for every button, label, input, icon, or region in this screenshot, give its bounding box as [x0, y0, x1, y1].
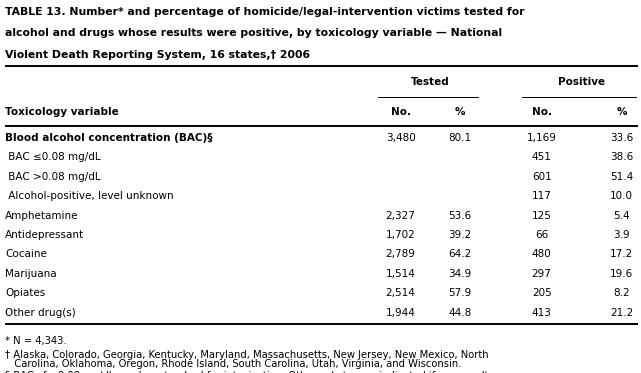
Text: 66: 66 — [535, 230, 548, 240]
Text: Cocaine: Cocaine — [5, 250, 47, 259]
Text: BAC ≤0.08 mg/dL: BAC ≤0.08 mg/dL — [5, 153, 101, 162]
Text: 413: 413 — [531, 308, 552, 317]
Text: † Alaska, Colorado, Georgia, Kentucky, Maryland, Massachusetts, New Jersey, New : † Alaska, Colorado, Georgia, Kentucky, M… — [5, 350, 488, 360]
Text: Positive: Positive — [558, 78, 605, 87]
Text: 480: 480 — [532, 250, 551, 259]
Text: Marijuana: Marijuana — [5, 269, 57, 279]
Text: 117: 117 — [531, 191, 552, 201]
Text: 1,169: 1,169 — [527, 133, 556, 143]
Text: Carolina, Oklahoma, Oregon, Rhode Island, South Carolina, Utah, Virginia, and Wi: Carolina, Oklahoma, Oregon, Rhode Island… — [5, 359, 462, 369]
Text: § BAC of >0.08 mg/dL used as standard for intoxication. Other substances indicat: § BAC of >0.08 mg/dL used as standard fo… — [5, 371, 494, 373]
Text: 19.6: 19.6 — [610, 269, 633, 279]
Text: 17.2: 17.2 — [610, 250, 633, 259]
Text: BAC >0.08 mg/dL: BAC >0.08 mg/dL — [5, 172, 101, 182]
Text: 34.9: 34.9 — [448, 269, 471, 279]
Text: TABLE 13. Number* and percentage of homicide/legal-intervention victims tested f: TABLE 13. Number* and percentage of homi… — [5, 7, 525, 17]
Text: %: % — [617, 107, 627, 117]
Text: Opiates: Opiates — [5, 288, 46, 298]
Text: 3.9: 3.9 — [613, 230, 630, 240]
Text: 10.0: 10.0 — [610, 191, 633, 201]
Text: 125: 125 — [531, 211, 552, 220]
Text: Tested: Tested — [411, 78, 449, 87]
Text: Amphetamine: Amphetamine — [5, 211, 79, 220]
Text: * N = 4,343.: * N = 4,343. — [5, 336, 67, 346]
Text: 3,480: 3,480 — [386, 133, 415, 143]
Text: No.: No. — [390, 107, 411, 117]
Text: Other drug(s): Other drug(s) — [5, 308, 76, 317]
Text: 44.8: 44.8 — [448, 308, 471, 317]
Text: 451: 451 — [531, 153, 552, 162]
Text: 38.6: 38.6 — [610, 153, 633, 162]
Text: 2,789: 2,789 — [386, 250, 415, 259]
Text: Alcohol-positive, level unknown: Alcohol-positive, level unknown — [5, 191, 174, 201]
Text: No.: No. — [531, 107, 552, 117]
Text: 1,702: 1,702 — [386, 230, 415, 240]
Text: %: % — [454, 107, 465, 117]
Text: 64.2: 64.2 — [448, 250, 471, 259]
Text: alcohol and drugs whose results were positive, by toxicology variable — National: alcohol and drugs whose results were pos… — [5, 28, 503, 38]
Text: 51.4: 51.4 — [610, 172, 633, 182]
Text: 33.6: 33.6 — [610, 133, 633, 143]
Text: Toxicology variable: Toxicology variable — [5, 107, 119, 117]
Text: Violent Death Reporting System, 16 states,† 2006: Violent Death Reporting System, 16 state… — [5, 50, 310, 60]
Text: Blood alcohol concentration (BAC)§: Blood alcohol concentration (BAC)§ — [5, 133, 213, 143]
Text: 53.6: 53.6 — [448, 211, 471, 220]
Text: 205: 205 — [532, 288, 551, 298]
Text: 1,944: 1,944 — [386, 308, 415, 317]
Text: 601: 601 — [532, 172, 551, 182]
Text: 297: 297 — [531, 269, 552, 279]
Text: 8.2: 8.2 — [613, 288, 630, 298]
Text: 5.4: 5.4 — [613, 211, 630, 220]
Text: 80.1: 80.1 — [448, 133, 471, 143]
Text: 1,514: 1,514 — [386, 269, 415, 279]
Text: Antidepressant: Antidepressant — [5, 230, 84, 240]
Text: 21.2: 21.2 — [610, 308, 633, 317]
Text: 57.9: 57.9 — [448, 288, 471, 298]
Text: 2,514: 2,514 — [386, 288, 415, 298]
Text: 2,327: 2,327 — [386, 211, 415, 220]
Text: 39.2: 39.2 — [448, 230, 471, 240]
